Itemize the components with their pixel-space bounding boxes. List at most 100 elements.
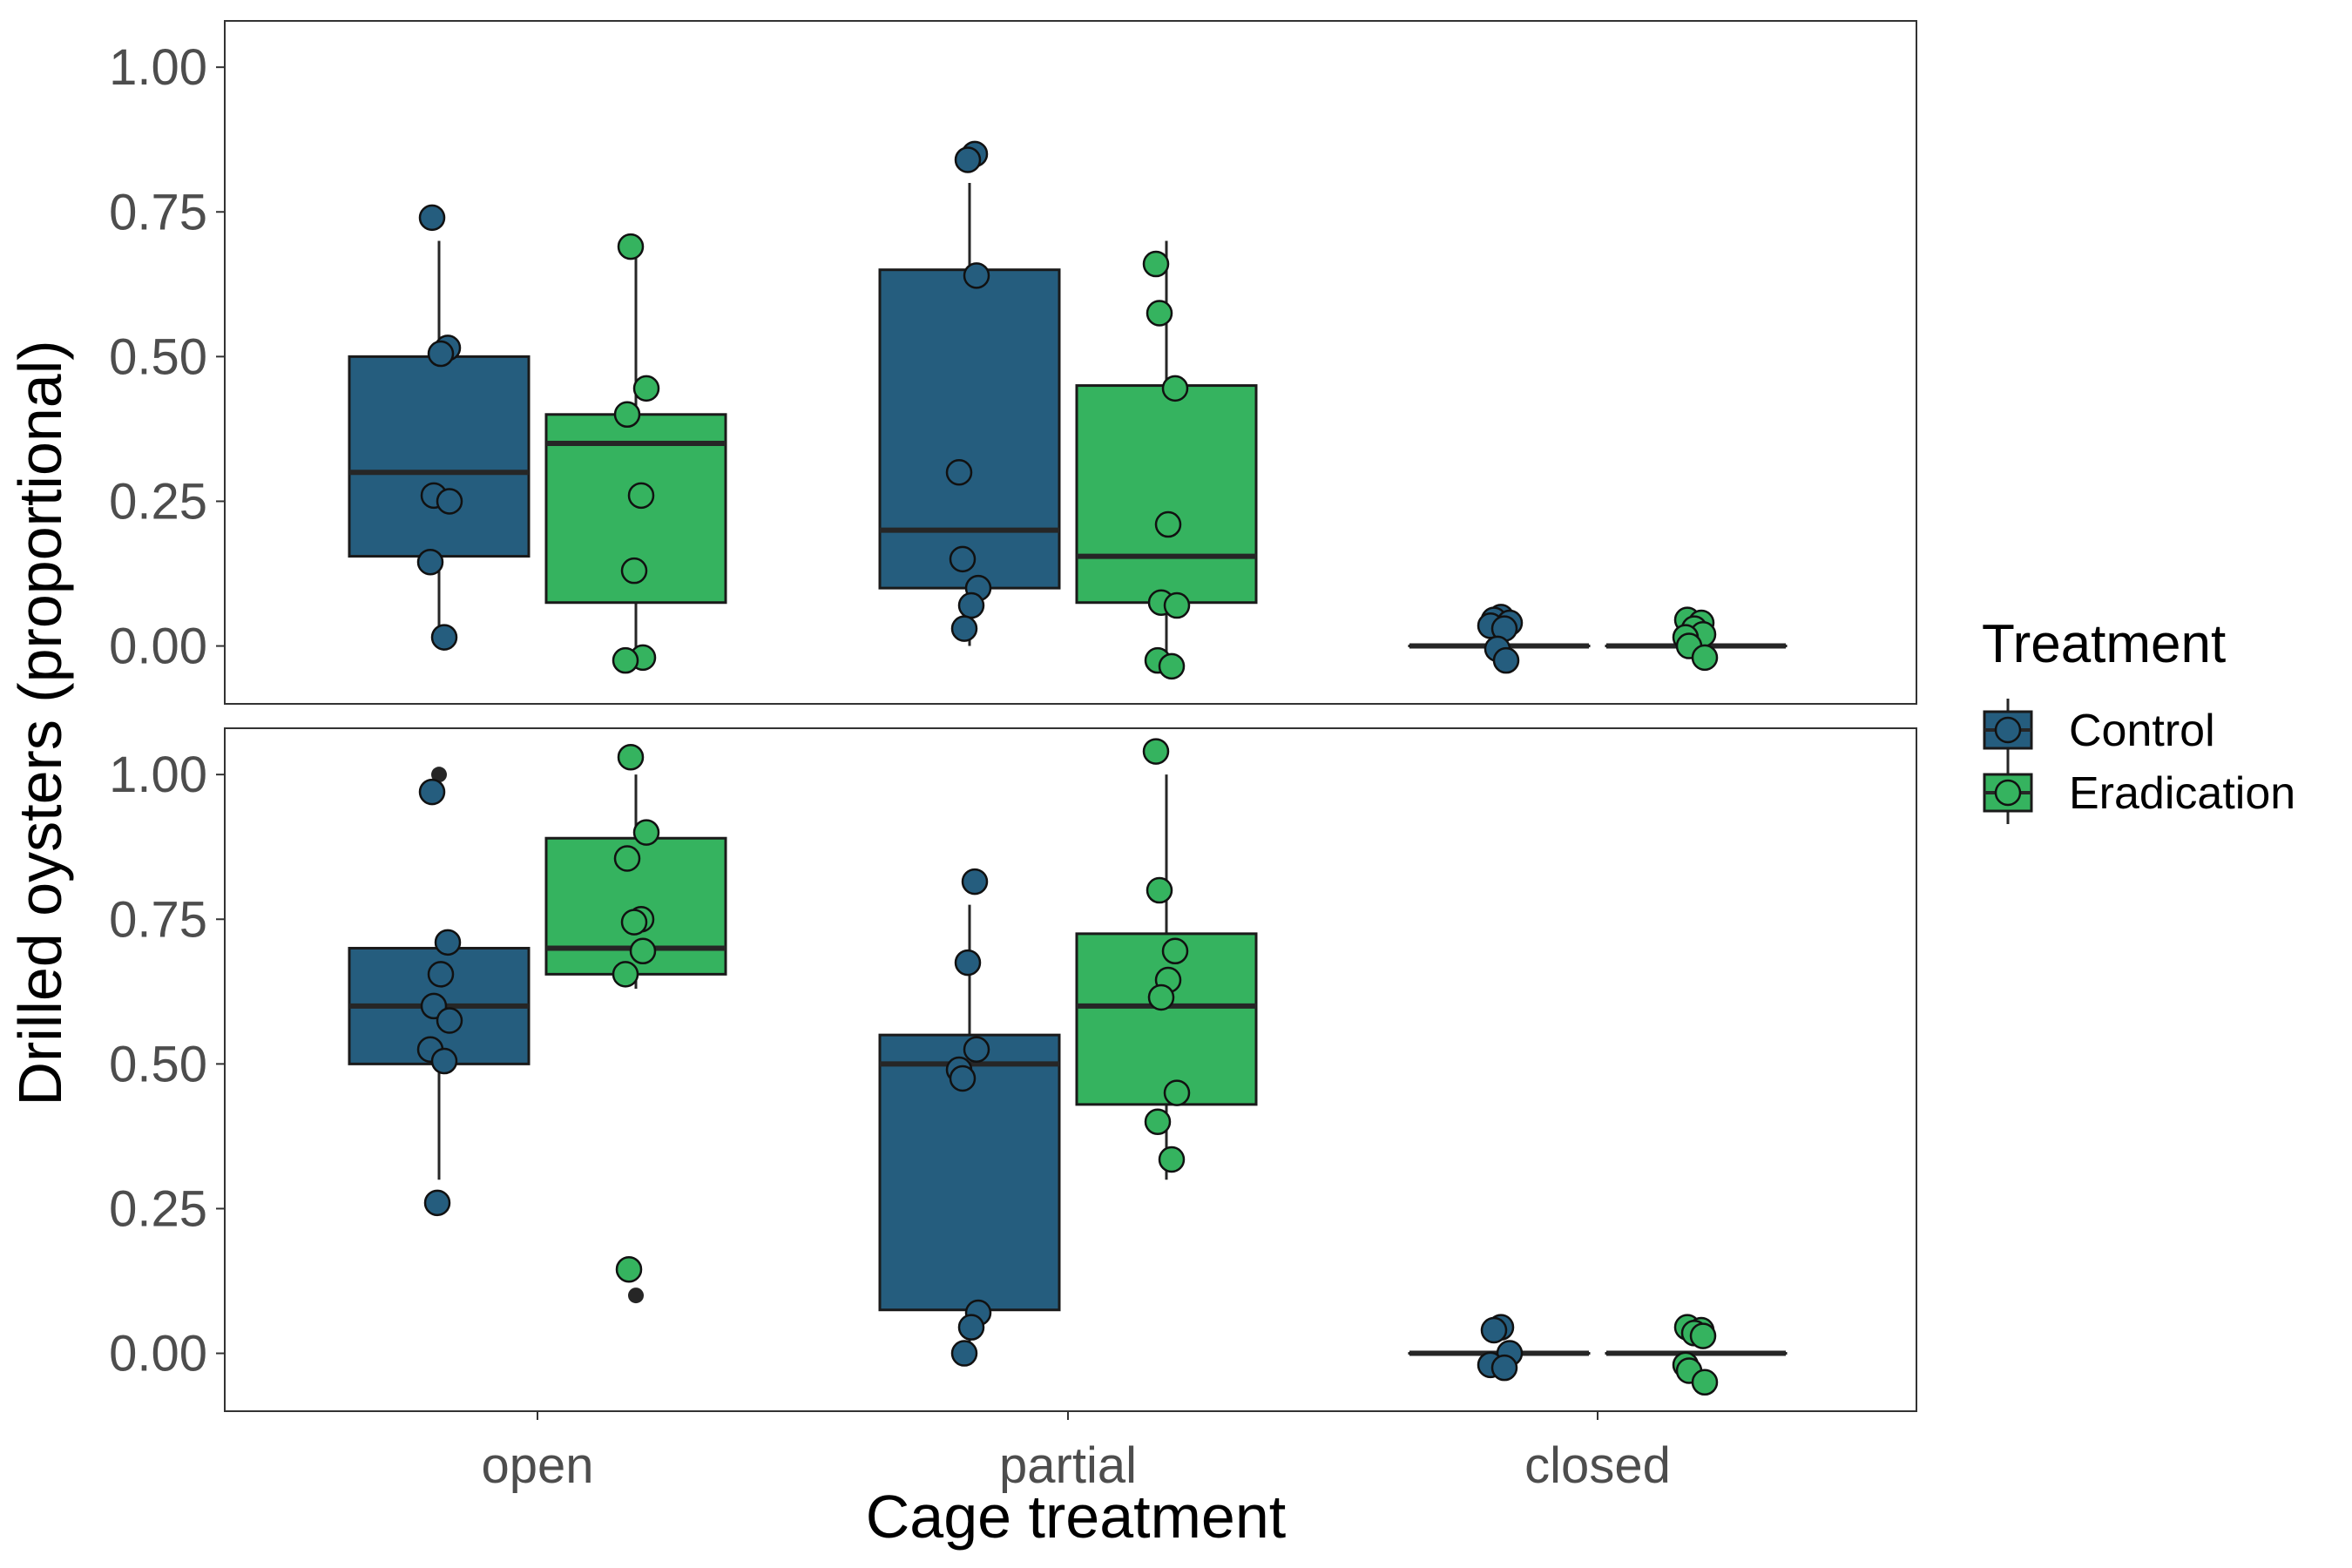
box-partial-eradication: [1075, 240, 1258, 680]
data-point: [416, 548, 444, 576]
data-point: [612, 961, 639, 988]
box-closed-eradication: [1605, 1314, 1788, 1396]
box-body: [878, 268, 1061, 590]
legend-key-point: [1994, 716, 2022, 744]
data-point: [1142, 738, 1170, 765]
legend-title: Treatment: [1982, 614, 2226, 674]
y-tick-label: 0.75: [109, 184, 207, 240]
data-point: [1480, 1316, 1508, 1344]
data-point: [423, 1189, 451, 1217]
data-point: [418, 204, 446, 232]
data-point: [950, 615, 978, 642]
data-point: [615, 1255, 643, 1283]
data-point: [1146, 300, 1173, 327]
data-point: [418, 778, 446, 806]
data-point: [1691, 644, 1719, 672]
data-point: [1691, 1369, 1719, 1396]
box-body: [348, 355, 531, 558]
box-body: [1075, 384, 1258, 605]
panels-layer: 0.00 0.25 0.50 0.75 1.00 0.00 0.25 0.50 0.75 1.00: [109, 20, 1917, 1412]
x-axis-title: Cage treatment: [866, 1483, 1286, 1551]
data-point: [1142, 250, 1170, 278]
box-open-eradication: [544, 743, 727, 1304]
data-point: [954, 949, 982, 977]
data-point: [1147, 983, 1175, 1011]
x-tick-label: open: [481, 1437, 593, 1494]
box-open-control: [348, 204, 531, 651]
data-point: [436, 488, 463, 515]
y-tick-label: 0.25: [109, 473, 207, 530]
data-point: [1161, 937, 1189, 965]
y-tick-label: 0.50: [109, 328, 207, 385]
y-tick-label: 1.00: [109, 39, 207, 96]
legend: Treatment Control Eradication: [1982, 614, 2295, 824]
data-point: [957, 1314, 985, 1341]
data-point: [613, 845, 641, 872]
box-open-eradication: [544, 233, 727, 674]
data-point: [949, 545, 977, 573]
legend-key-point: [1994, 779, 2022, 807]
x-axis: open partial closed: [481, 1411, 1671, 1494]
x-tick-label: partial: [999, 1437, 1137, 1494]
data-point: [427, 961, 455, 988]
data-point: [1161, 375, 1189, 402]
legend-label: Control: [2069, 706, 2215, 756]
data-point: [1163, 1079, 1191, 1106]
data-point: [1158, 1146, 1186, 1173]
data-point: [1490, 1354, 1518, 1382]
data-point: [1154, 510, 1182, 538]
data-point: [629, 937, 657, 965]
y-tick-label: 0.50: [109, 1036, 207, 1092]
y-tick-label: 0.00: [109, 1326, 207, 1382]
data-point: [1492, 646, 1520, 674]
legend-label: Eradication: [2069, 768, 2295, 819]
data-point: [434, 929, 462, 956]
legend-key-control: [1983, 699, 2033, 761]
data-point: [430, 624, 458, 651]
data-point: [613, 401, 641, 429]
box-open-control: [348, 767, 531, 1217]
data-point: [1689, 1322, 1717, 1349]
data-point: [427, 340, 455, 368]
legend-key-eradication: [1983, 761, 2033, 824]
data-point: [612, 646, 639, 674]
data-point: [1144, 1108, 1172, 1136]
data-point: [620, 557, 648, 585]
box-partial-eradication: [1075, 738, 1258, 1180]
data-point: [632, 375, 660, 402]
panel-frame: [224, 727, 1917, 1412]
data-point: [949, 1064, 977, 1092]
y-tick-label: 0.25: [109, 1180, 207, 1237]
outlier-point: [628, 1288, 644, 1304]
data-point: [945, 458, 973, 486]
x-tick-label: closed: [1524, 1437, 1671, 1494]
panel-2: 0.00 0.25 0.50 0.75 1.00: [109, 727, 1917, 1412]
data-point: [617, 743, 645, 771]
box-partial-control: [878, 868, 1061, 1367]
data-point: [632, 819, 660, 846]
data-point: [617, 233, 645, 260]
box-partial-control: [878, 140, 1061, 646]
box-closed-control: [1408, 1314, 1591, 1382]
outlier-point: [431, 767, 447, 783]
panel-1: 0.00 0.25 0.50 0.75 1.00: [109, 20, 1917, 705]
data-point: [620, 909, 648, 936]
data-point: [963, 1036, 990, 1063]
data-point: [957, 591, 985, 619]
data-point: [950, 1340, 978, 1367]
y-axis-title: Drilled oysters (proportional): [6, 340, 74, 1105]
data-point: [1158, 652, 1186, 680]
y-tick-label: 1.00: [109, 747, 207, 803]
box-closed-control: [1408, 604, 1591, 674]
y-tick-label: 0.75: [109, 891, 207, 948]
data-point: [963, 262, 990, 289]
y-tick-label: 0.00: [109, 618, 207, 675]
data-point: [961, 868, 989, 896]
data-point: [1146, 876, 1173, 904]
data-point: [954, 146, 982, 173]
data-point: [436, 1007, 463, 1034]
data-point: [430, 1047, 458, 1075]
data-point: [627, 482, 655, 510]
box-body: [1075, 932, 1258, 1106]
